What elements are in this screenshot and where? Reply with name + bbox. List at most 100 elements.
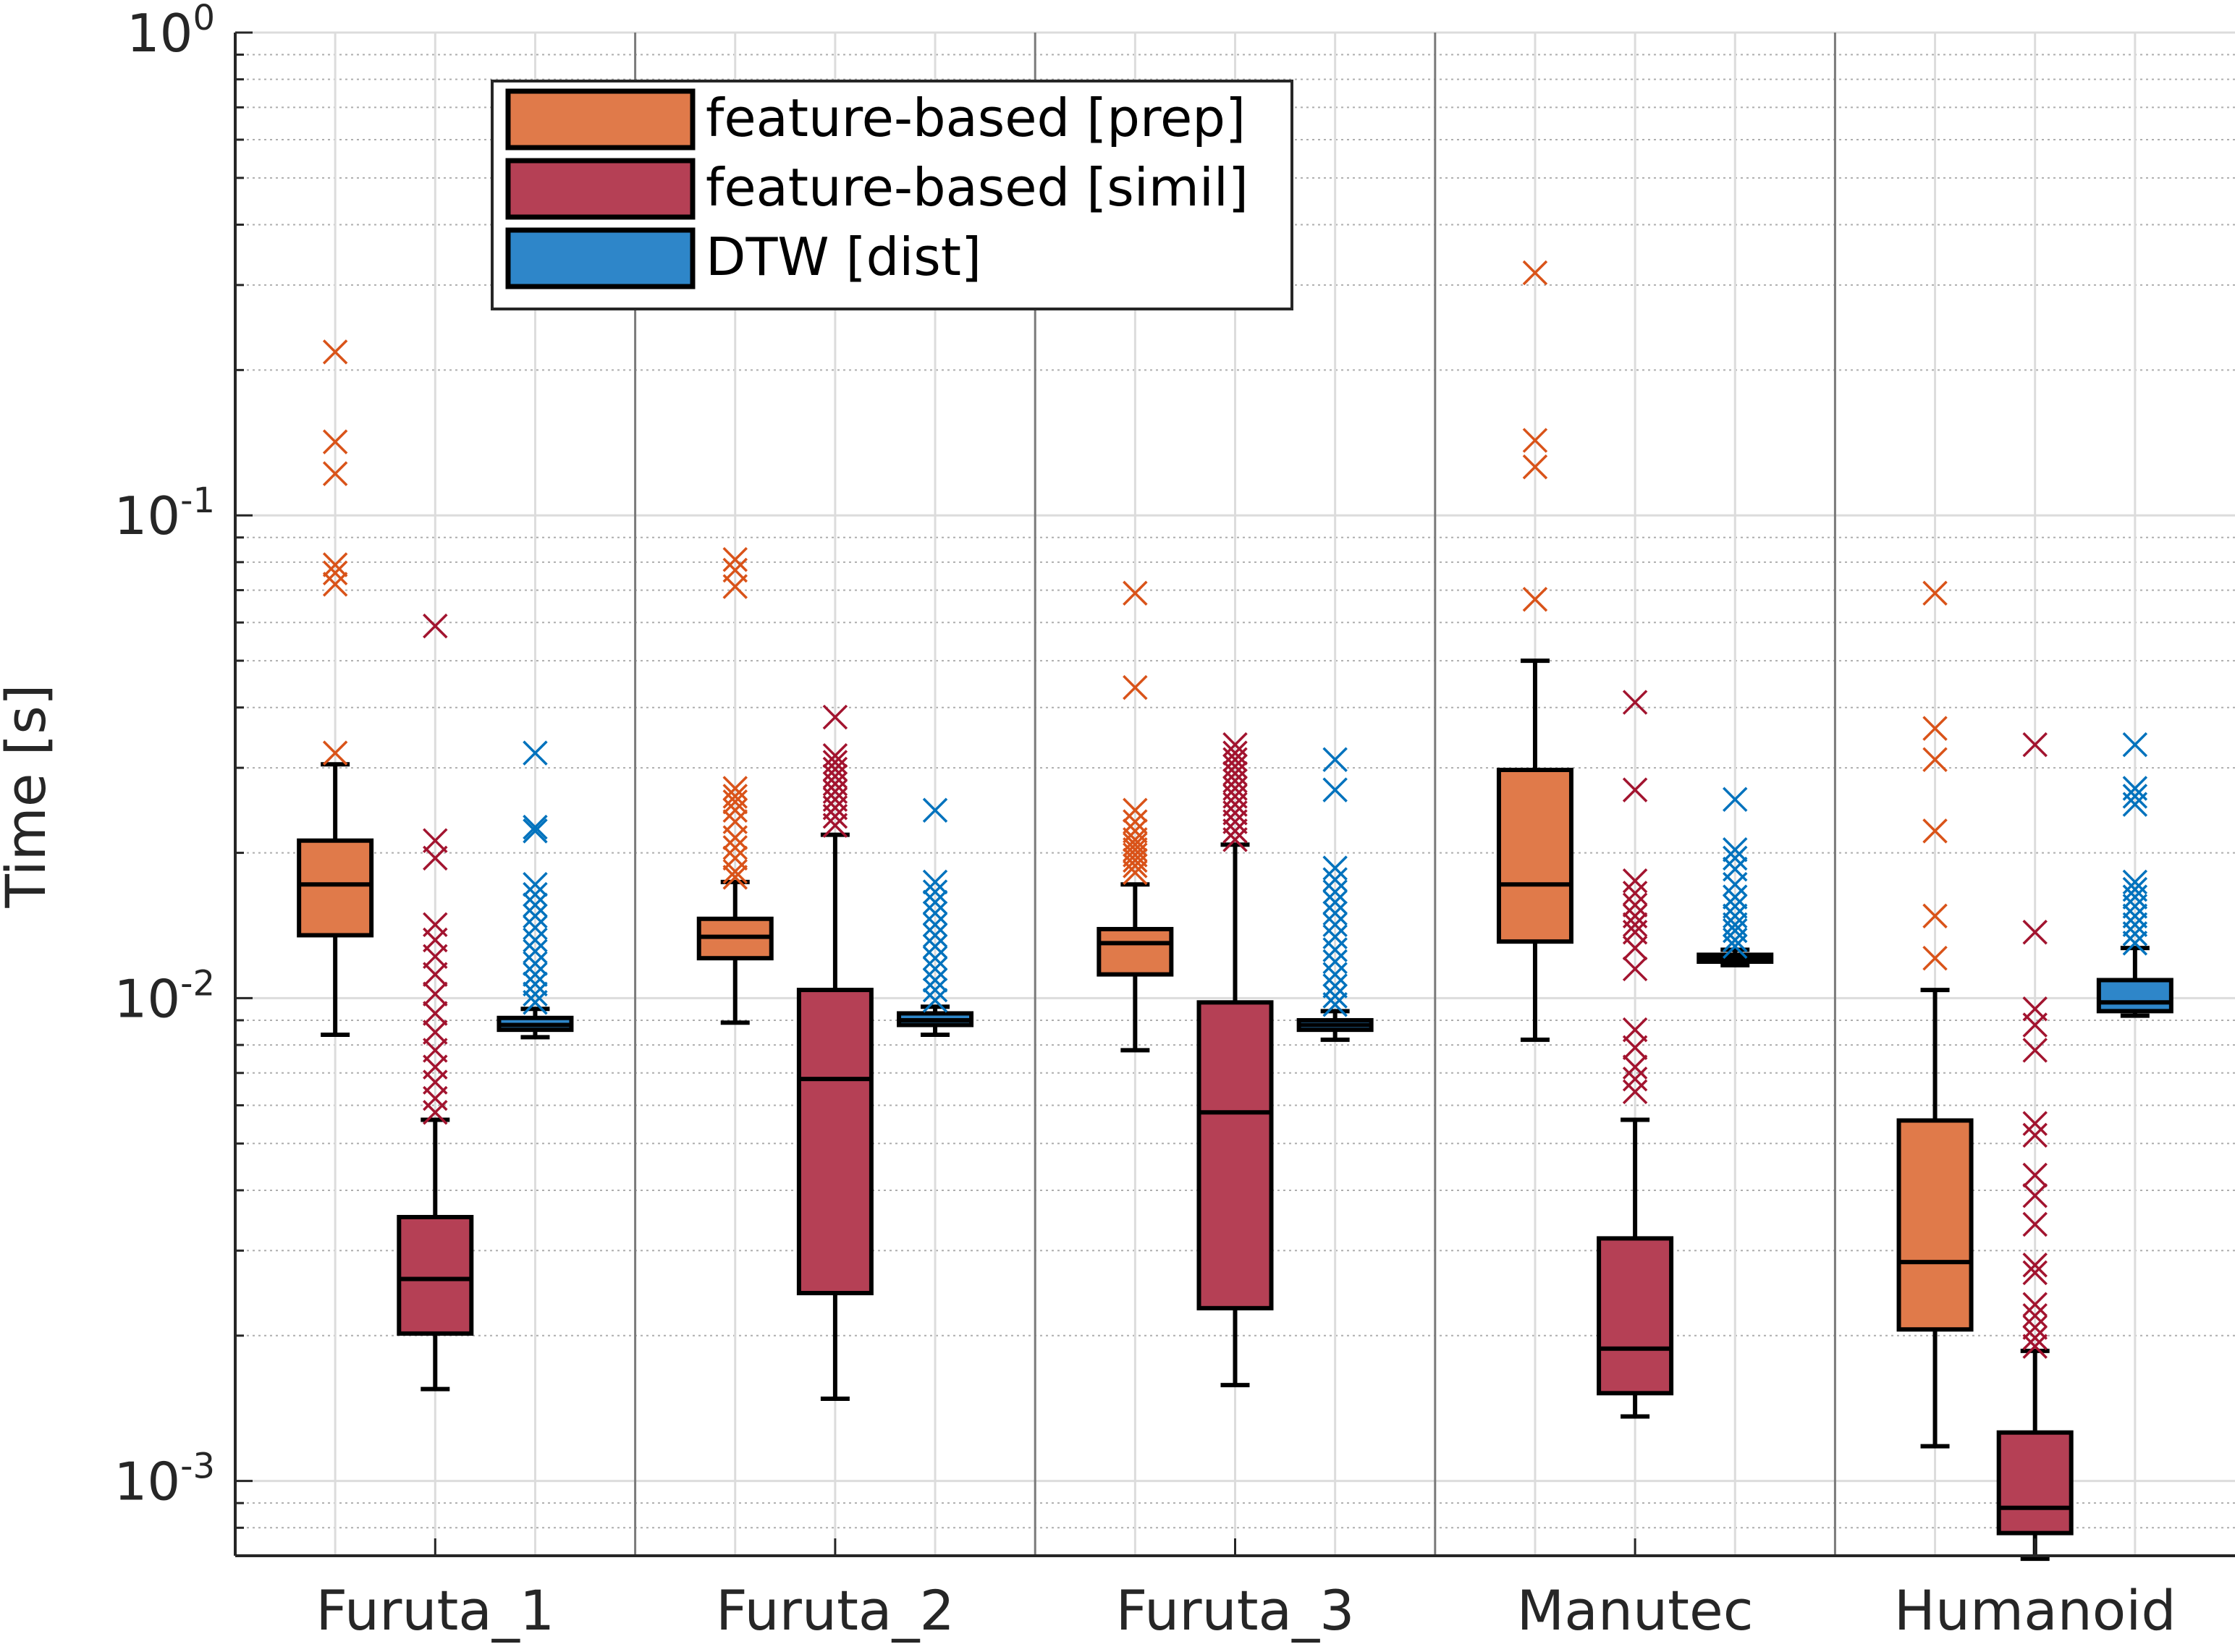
box-body (796, 988, 874, 1295)
outlier-marker (922, 869, 948, 895)
outlier-marker (523, 915, 548, 941)
outlier-marker (1322, 912, 1348, 938)
outlier-marker (722, 784, 748, 809)
outlier-marker (722, 557, 748, 583)
outlier-marker (1522, 587, 1548, 612)
outlier-marker (1123, 809, 1148, 834)
outlier-marker (922, 977, 948, 1003)
outlier-marker (2022, 1302, 2048, 1329)
box-body (397, 1214, 474, 1336)
outlier-marker (2022, 1334, 2048, 1359)
box-Furuta_2-0 (696, 547, 774, 1025)
legend-label: feature-based [prep] (706, 88, 1246, 148)
box-Furuta_3-0 (1097, 580, 1174, 1053)
outlier-marker (2022, 1122, 2048, 1148)
outlier-marker (1622, 1066, 1648, 1092)
outlier-marker (822, 756, 848, 782)
axes: 100 10-1 10-2 10-3 Furuta_1 Furuta_2 Furuta_3 M… (114, 0, 2235, 1643)
outlier-marker (322, 339, 348, 365)
outlier-marker (1622, 912, 1648, 938)
outlier-marker (1322, 992, 1348, 1017)
outlier-marker (722, 859, 748, 884)
outlier-marker (1622, 1079, 1648, 1104)
box-body (1896, 1118, 1974, 1332)
outlier-marker (922, 879, 948, 905)
outlier-marker (1322, 867, 1348, 892)
outlier-marker (1622, 892, 1648, 918)
outliers (922, 797, 948, 1013)
outlier-marker (322, 552, 348, 577)
outliers (423, 613, 448, 1125)
outliers (1522, 260, 1548, 612)
legend-label: DTW [dist] (706, 226, 981, 287)
outlier-marker (1222, 740, 1248, 766)
outlier-marker (2022, 1183, 2048, 1208)
outlier-marker (523, 962, 548, 987)
outlier-marker (1123, 837, 1148, 863)
box-Furuta_1-2 (497, 740, 574, 1040)
outlier-marker (523, 951, 548, 976)
outlier-marker (1723, 894, 1748, 919)
outlier-marker (1222, 827, 1248, 852)
outlier-marker (822, 750, 848, 775)
box-Humanoid-2 (2096, 732, 2173, 1018)
outlier-marker (1922, 747, 1948, 772)
outlier-marker (1622, 1017, 1648, 1043)
box-Furuta_3-1 (1196, 732, 1274, 1388)
outliers (2122, 732, 2148, 956)
outlier-marker (1322, 983, 1348, 1009)
outlier-marker (1123, 827, 1148, 852)
outliers (1322, 747, 1348, 1017)
outlier-marker (1222, 732, 1248, 758)
outlier-marker (2122, 784, 2148, 809)
outlier-marker (322, 740, 348, 766)
outlier-marker (2122, 903, 2148, 929)
outlier-marker (1322, 889, 1348, 915)
outlier-marker (1522, 428, 1548, 453)
outlier-marker (523, 939, 548, 965)
outlier-marker (922, 797, 948, 823)
outlier-marker (423, 962, 448, 987)
outlier-marker (2022, 1292, 2048, 1318)
outlier-marker (722, 547, 748, 572)
outlier-marker (1622, 1035, 1648, 1060)
outlier-marker (1123, 860, 1148, 886)
outlier-marker (1322, 855, 1348, 881)
outlier-marker (1723, 837, 1748, 863)
legend-swatch (505, 88, 696, 151)
outlier-marker (1322, 747, 1348, 772)
outlier-marker (2022, 996, 2048, 1022)
x-tick-label: Humanoid (1894, 1578, 2176, 1643)
outlier-marker (2022, 919, 2048, 945)
legend-entry: feature-based [prep] (505, 88, 1246, 151)
outlier-marker (423, 828, 448, 853)
box-body (1097, 927, 1174, 977)
outlier-marker (922, 889, 948, 915)
outlier-marker (1522, 260, 1548, 286)
outlier-marker (423, 912, 448, 938)
outliers (1723, 787, 1748, 960)
outlier-marker (822, 813, 848, 838)
outlier-marker (322, 560, 348, 585)
outlier-marker (322, 461, 348, 486)
outlier-marker (322, 572, 348, 597)
outlier-marker (1222, 753, 1248, 779)
outlier-marker (722, 835, 748, 860)
outlier-marker (523, 814, 548, 840)
outlier-marker (1922, 818, 1948, 844)
box-body (1196, 1000, 1274, 1310)
legend-entry: DTW [dist] (505, 226, 981, 289)
outlier-marker (523, 927, 548, 953)
box-Humanoid-0 (1896, 580, 1974, 1449)
legend-entry: feature-based [simil] (505, 157, 1249, 220)
x-tick-label: Furuta_1 (316, 1578, 554, 1643)
outlier-marker (523, 981, 548, 1007)
box-body (2096, 978, 2173, 1014)
box-Furuta_2-2 (897, 797, 974, 1037)
outliers (523, 740, 548, 1015)
plot-area (297, 260, 2173, 1562)
legend: feature-based [prep] feature-based [simil… (491, 80, 1293, 310)
outlier-marker (423, 613, 448, 639)
box-Humanoid-1 (1996, 732, 2074, 1562)
outlier-marker (2122, 912, 2148, 938)
